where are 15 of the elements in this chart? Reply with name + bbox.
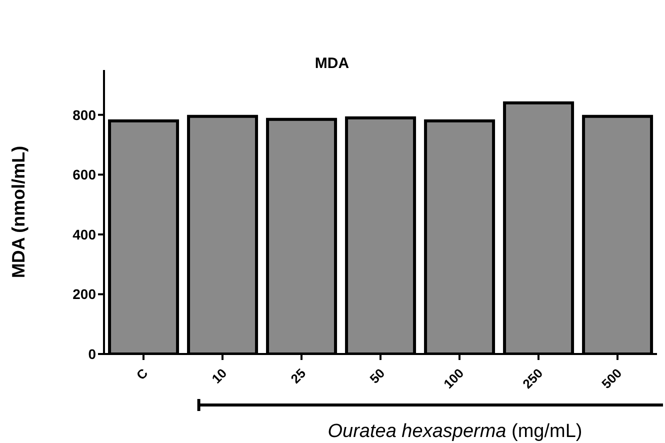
y-tick-label: 400 (72, 226, 96, 242)
y-tick-label: 600 (72, 166, 96, 183)
x-tick-label: 500 (598, 366, 625, 392)
x-tick-label: 250 (520, 366, 546, 392)
chart-title: MDA (314, 55, 350, 72)
x-tick-label: 10 (208, 366, 230, 386)
x-tick-label: C (133, 365, 152, 383)
x-tick-label: 100 (440, 366, 467, 392)
y-tick-label: 200 (72, 286, 96, 302)
x-tick-label: 50 (366, 366, 388, 386)
x-axis-title: Ouratea hexasperma (mg/mL) (328, 421, 582, 442)
y-tick-label: 800 (72, 106, 96, 123)
x-tick-label: 25 (288, 366, 309, 386)
y-axis-title: MDA (nmol/mL) (8, 146, 28, 278)
y-tick-label: 0 (88, 346, 96, 362)
